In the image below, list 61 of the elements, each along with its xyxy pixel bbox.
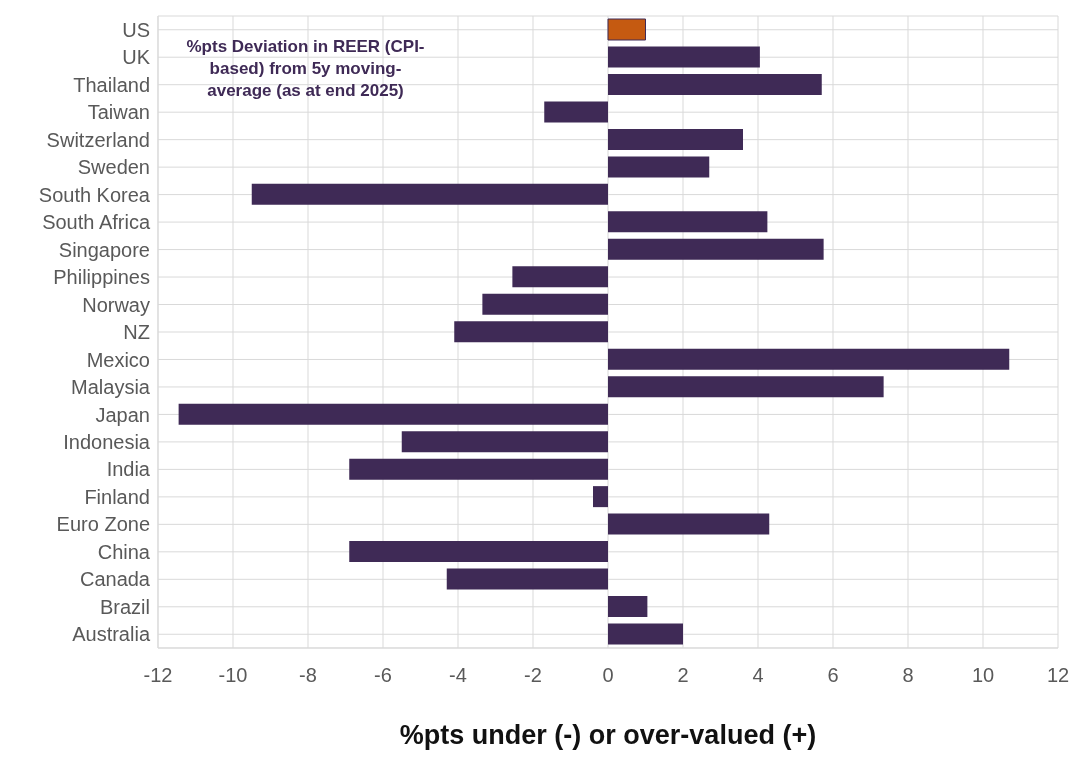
x-tick-label: -10 xyxy=(218,664,248,687)
y-tick-label: Brazil xyxy=(99,595,150,618)
x-tick-label: -12 xyxy=(143,664,173,687)
bar xyxy=(608,73,822,95)
bar xyxy=(482,293,608,315)
bar xyxy=(608,128,743,150)
y-tick-label: Euro Zone xyxy=(56,513,150,536)
x-tick-label: -4 xyxy=(449,664,467,687)
bar xyxy=(349,458,608,480)
x-tick-label: 2 xyxy=(677,664,689,687)
y-tick-label: Finland xyxy=(84,485,150,508)
y-tick-label: Canada xyxy=(79,568,151,591)
bar xyxy=(608,623,683,645)
bar xyxy=(608,596,648,618)
bar xyxy=(608,211,768,233)
x-tick-label: 0 xyxy=(602,664,614,687)
y-tick-label: Malaysia xyxy=(71,376,151,399)
y-tick-label: South Korea xyxy=(38,183,151,206)
bar xyxy=(607,18,646,41)
x-tick-label: 8 xyxy=(902,664,914,687)
x-tick-label: -8 xyxy=(299,664,317,687)
y-tick-label: Indonesia xyxy=(63,431,151,454)
bar xyxy=(608,46,760,68)
y-tick-label: India xyxy=(106,458,151,481)
y-tick-label: Switzerland xyxy=(46,128,150,151)
bar xyxy=(608,238,824,260)
x-tick-label: 4 xyxy=(752,664,764,687)
y-tick-label: Australia xyxy=(72,623,151,646)
y-tick-label: Sweden xyxy=(77,156,150,179)
y-tick-label: South Africa xyxy=(42,211,151,234)
x-tick-label: -6 xyxy=(374,664,392,687)
bar xyxy=(544,101,608,123)
bar xyxy=(608,348,1010,370)
x-tick-label: 6 xyxy=(827,664,839,687)
y-tick-label: Singapore xyxy=(58,238,150,261)
y-tick-label: Thailand xyxy=(73,73,150,96)
bar xyxy=(349,541,608,563)
text: %pts Deviation in REER (CPI-based) from 5y moving-average (as at end 2025) xyxy=(185,36,426,102)
y-tick-label: Norway xyxy=(82,293,150,316)
y-tick-label: China xyxy=(97,540,151,563)
y-tick-label: Japan xyxy=(95,403,150,426)
y-tick-label: US xyxy=(122,18,150,41)
y-tick-label: Mexico xyxy=(86,348,150,371)
bar xyxy=(446,568,608,590)
bar xyxy=(608,513,770,535)
bar xyxy=(251,183,608,205)
bar xyxy=(401,431,608,453)
x-tick-label: -2 xyxy=(524,664,542,687)
bar xyxy=(608,376,884,398)
y-tick-label: Philippines xyxy=(53,266,150,289)
x-tick-label: 12 xyxy=(1046,664,1070,687)
bar xyxy=(512,266,608,288)
bar xyxy=(178,403,608,425)
bar xyxy=(454,321,608,343)
bar xyxy=(608,156,710,178)
y-tick-label: NZ xyxy=(123,321,150,344)
bar xyxy=(593,486,608,508)
y-tick-label: Taiwan xyxy=(87,101,150,124)
x-axis-title: %pts under (-) or over-valued (+) xyxy=(398,720,818,751)
x-tick-label: 10 xyxy=(971,664,995,687)
y-tick-label: UK xyxy=(122,46,151,69)
